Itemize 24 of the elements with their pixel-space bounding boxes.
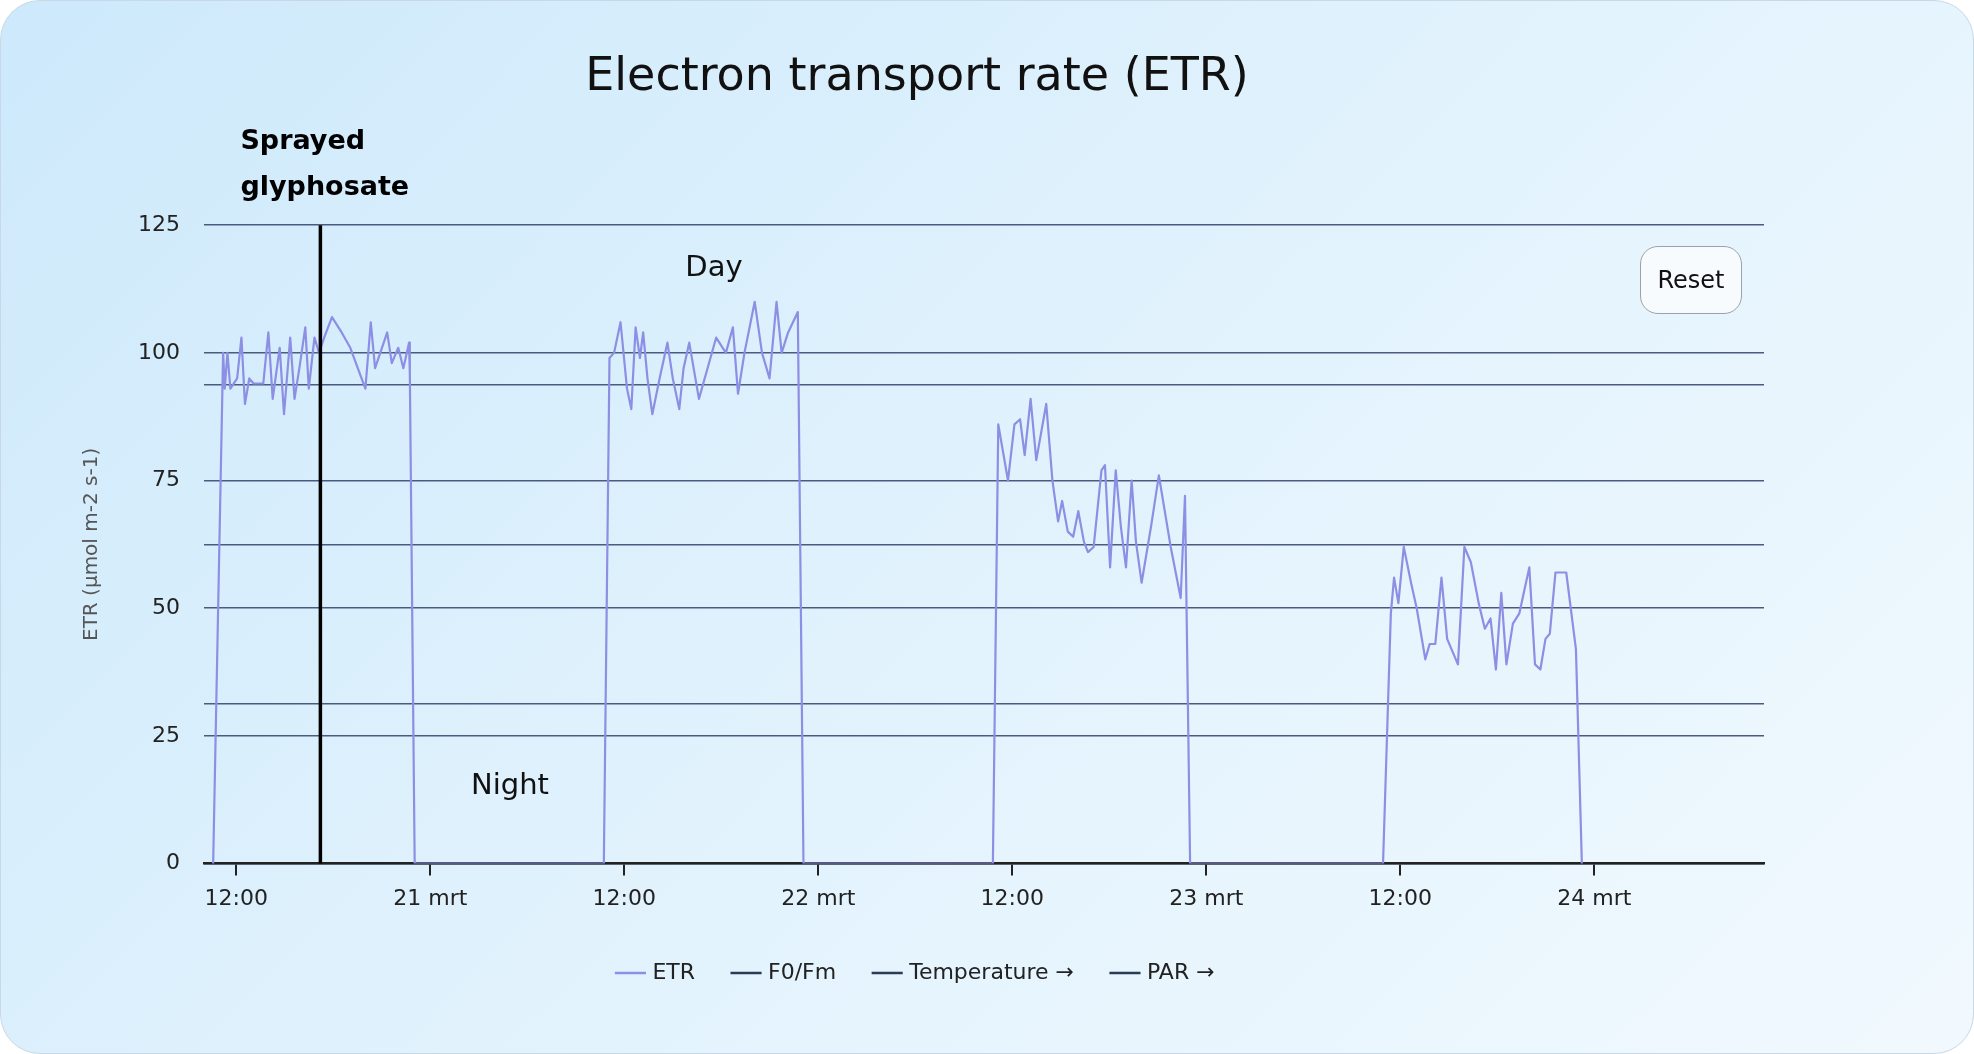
chart-title: Electron transport rate (ETR)	[585, 46, 1249, 101]
x-tick-label: 24 mrt	[1557, 884, 1632, 910]
y-tick-label: 75	[151, 466, 180, 492]
legend-label: F0/Fm	[768, 958, 837, 984]
legend-label: PAR →	[1146, 958, 1215, 984]
x-tick-label: 22 mrt	[781, 884, 856, 910]
y-tick-label: 100	[137, 338, 180, 364]
x-tick-label: 23 mrt	[1169, 884, 1244, 910]
ref-line-label: Sprayed glyphosate	[240, 124, 410, 202]
x-tick-label: 12:00	[592, 884, 657, 910]
y-tick-label: 125	[137, 210, 180, 236]
legend-label: Temperature →	[908, 958, 1074, 984]
reset-button[interactable]: Reset	[1640, 246, 1742, 314]
y-axis-title: ETR (µmol m-2 s-1)	[78, 447, 103, 642]
x-tick-label: 12:00	[204, 884, 269, 910]
legend-label: ETR	[652, 958, 696, 984]
x-tick-label: 12:00	[1368, 884, 1432, 910]
y-tick-label: 50	[151, 593, 180, 619]
y-tick-label: 25	[151, 721, 180, 747]
annotation: Day	[685, 249, 743, 283]
x-tick-label: 12:00	[980, 884, 1044, 910]
y-tick-label: 0	[165, 849, 180, 875]
x-tick-label: 21 mrt	[393, 884, 468, 910]
annotation: Night	[471, 767, 549, 801]
